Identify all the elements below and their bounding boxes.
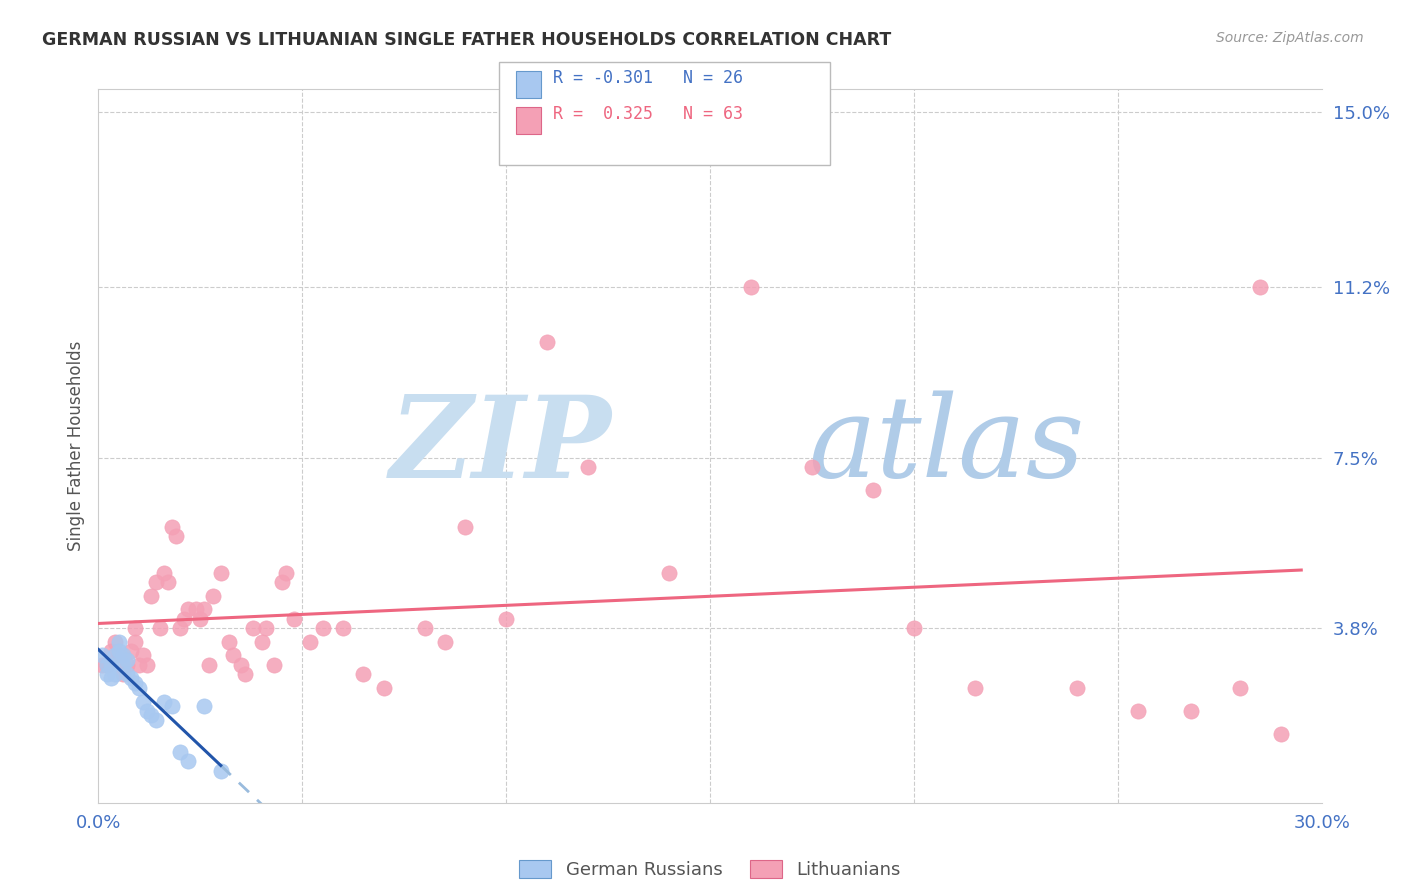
Point xyxy=(658,566,681,580)
Point xyxy=(96,657,118,672)
Point xyxy=(149,621,172,635)
Point xyxy=(186,602,208,616)
Point xyxy=(100,644,122,658)
Point xyxy=(169,745,191,759)
Point xyxy=(209,566,232,580)
Point xyxy=(136,704,159,718)
Point xyxy=(801,459,824,474)
Text: atlas: atlas xyxy=(808,391,1084,501)
Point xyxy=(332,621,354,635)
Point xyxy=(104,634,127,648)
Point xyxy=(263,657,285,672)
Point xyxy=(111,657,134,672)
Point xyxy=(254,621,277,635)
Legend: German Russians, Lithuanians: German Russians, Lithuanians xyxy=(512,853,908,887)
Point xyxy=(209,764,232,778)
Point xyxy=(274,566,297,580)
Point xyxy=(124,634,146,648)
Point xyxy=(141,708,163,723)
Point xyxy=(104,648,127,663)
Point xyxy=(740,280,762,294)
Text: Source: ZipAtlas.com: Source: ZipAtlas.com xyxy=(1216,31,1364,45)
Point xyxy=(120,644,142,658)
Point xyxy=(1066,681,1088,695)
Point xyxy=(903,621,925,635)
Point xyxy=(96,657,118,672)
Point xyxy=(454,519,477,533)
Point xyxy=(152,694,174,708)
Point xyxy=(160,519,183,533)
Point xyxy=(413,621,436,635)
Point xyxy=(177,602,200,616)
Text: GERMAN RUSSIAN VS LITHUANIAN SINGLE FATHER HOUSEHOLDS CORRELATION CHART: GERMAN RUSSIAN VS LITHUANIAN SINGLE FATH… xyxy=(42,31,891,49)
Point xyxy=(862,483,884,497)
Point xyxy=(312,621,335,635)
Text: R = -0.301   N = 26: R = -0.301 N = 26 xyxy=(553,69,742,87)
Point xyxy=(115,657,138,672)
Point xyxy=(132,694,155,708)
Point xyxy=(965,681,987,695)
Point xyxy=(145,574,167,589)
Point xyxy=(169,621,191,635)
Point xyxy=(111,648,134,663)
Point xyxy=(124,621,146,635)
Point xyxy=(120,672,142,686)
Point xyxy=(173,612,195,626)
Point xyxy=(222,648,245,663)
Point xyxy=(1229,681,1251,695)
Point xyxy=(108,644,131,658)
Point xyxy=(91,657,114,672)
Point xyxy=(108,648,131,663)
Point xyxy=(160,699,183,714)
Text: R =  0.325   N = 63: R = 0.325 N = 63 xyxy=(553,104,742,123)
Point xyxy=(128,657,150,672)
Point xyxy=(100,657,122,672)
Point xyxy=(283,612,305,626)
Point xyxy=(136,657,159,672)
Point xyxy=(152,566,174,580)
Point xyxy=(536,335,558,350)
Point xyxy=(100,672,122,686)
Point xyxy=(193,699,215,714)
Point xyxy=(177,755,200,769)
Point xyxy=(242,621,264,635)
Point xyxy=(124,676,146,690)
Point xyxy=(233,666,256,681)
Point xyxy=(250,634,273,648)
Point xyxy=(1270,727,1292,741)
Point xyxy=(91,648,114,663)
Point xyxy=(576,459,599,474)
Point xyxy=(495,612,517,626)
Point xyxy=(165,529,187,543)
Point xyxy=(156,574,179,589)
Text: ZIP: ZIP xyxy=(391,391,612,501)
Point xyxy=(96,666,118,681)
Point xyxy=(434,634,457,648)
Point xyxy=(145,713,167,727)
Point xyxy=(115,666,138,681)
Point xyxy=(104,666,127,681)
Point xyxy=(193,602,215,616)
Point xyxy=(299,634,322,648)
Point xyxy=(197,657,219,672)
Point xyxy=(352,666,374,681)
Point xyxy=(201,589,224,603)
Point xyxy=(1128,704,1150,718)
Point xyxy=(188,612,212,626)
Point xyxy=(1180,704,1202,718)
Point xyxy=(128,681,150,695)
Point xyxy=(115,653,138,667)
Point xyxy=(132,648,155,663)
Point xyxy=(218,634,240,648)
Point xyxy=(141,589,163,603)
Point xyxy=(373,681,395,695)
Y-axis label: Single Father Households: Single Father Households xyxy=(66,341,84,551)
Point xyxy=(231,657,253,672)
Point xyxy=(1249,280,1271,294)
Point xyxy=(108,634,131,648)
Point xyxy=(270,574,294,589)
Point xyxy=(111,666,134,681)
